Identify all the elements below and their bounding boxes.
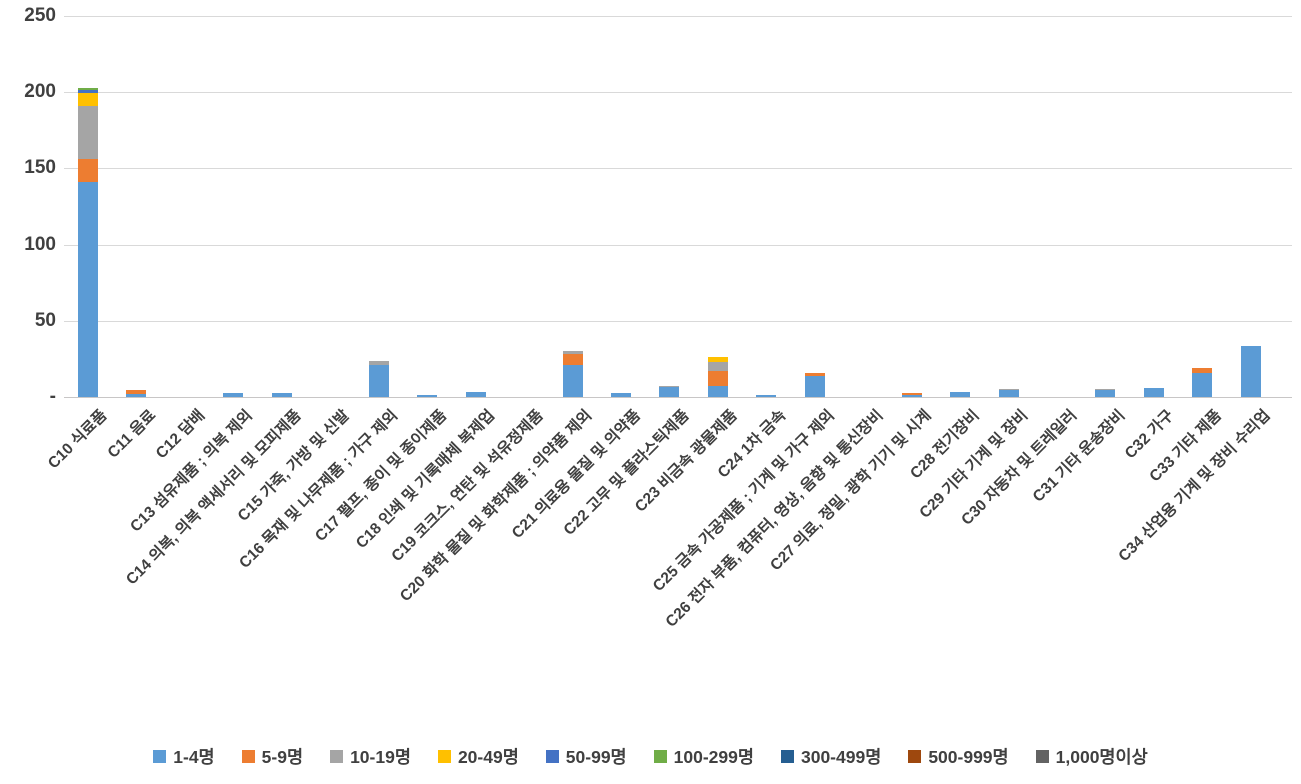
bar-segment-1-4명[interactable] <box>1240 345 1261 397</box>
gridline <box>64 245 1292 246</box>
bar-segment-1-4명[interactable] <box>804 375 825 397</box>
bar-segment-5-9명[interactable] <box>707 371 728 387</box>
legend-item[interactable]: 100-299명 <box>653 744 754 769</box>
bar-segment-10-19명[interactable] <box>998 388 1019 391</box>
bar-segment-10-19명[interactable] <box>659 385 680 388</box>
bar-segment-1-4명[interactable] <box>659 387 680 397</box>
y-axis-tick-label: - <box>49 386 56 407</box>
legend-swatch-icon <box>653 750 667 763</box>
bar-segment-1-4명[interactable] <box>1095 390 1116 397</box>
legend-swatch-icon <box>153 750 167 763</box>
bar-segment-5-9명[interactable] <box>562 353 583 365</box>
gridline <box>64 321 1292 322</box>
bar-segment-1-4명[interactable] <box>707 386 728 397</box>
legend-item[interactable]: 1,000명이상 <box>1035 744 1148 769</box>
legend-label: 5-9명 <box>261 747 304 767</box>
bar-segment-20-49명[interactable] <box>78 92 98 106</box>
legend-swatch-icon <box>1035 750 1049 763</box>
legend-label: 300-499명 <box>800 747 882 767</box>
legend-label: 1,000명이상 <box>1055 747 1148 767</box>
bar-segment-1-4명[interactable] <box>78 182 98 397</box>
bar-segment-10-19명[interactable] <box>368 361 389 365</box>
legend-label: 100-299명 <box>673 747 754 767</box>
legend-swatch-icon <box>780 750 794 763</box>
x-axis-category-label: C10 식료품 <box>45 406 111 473</box>
bar-segment-5-9명[interactable] <box>1192 368 1213 373</box>
bar-segment-5-9명[interactable] <box>901 393 922 396</box>
bar-segment-1-4명[interactable] <box>950 392 971 397</box>
bar-segment-1-4명[interactable] <box>562 364 583 397</box>
legend-swatch-icon <box>437 750 451 763</box>
legend-swatch-icon <box>908 750 922 763</box>
bar-segment-1-4명[interactable] <box>223 393 244 397</box>
x-axis-line <box>64 397 1292 398</box>
gridline <box>64 92 1292 93</box>
legend-label: 1-4명 <box>173 747 215 767</box>
bar-segment-5-9명[interactable] <box>78 159 98 183</box>
bar-segment-1-4명[interactable] <box>271 393 292 397</box>
bar-segment-1-4명[interactable] <box>998 390 1019 397</box>
bar-segment-1-4명[interactable] <box>368 364 389 397</box>
bar-segment-10-19명[interactable] <box>562 351 583 354</box>
legend-item[interactable]: 10-19명 <box>330 744 411 769</box>
bar-segment-1-4명[interactable] <box>417 395 438 397</box>
legend-swatch-icon <box>330 750 344 763</box>
legend-label: 50-99명 <box>565 747 627 767</box>
bar-segment-50-99명[interactable] <box>78 89 98 93</box>
legend-swatch-icon <box>241 750 255 763</box>
legend-label: 20-49명 <box>457 747 519 767</box>
bar-segment-20-49명[interactable] <box>707 357 728 362</box>
bar-segment-1-4명[interactable] <box>1192 372 1213 397</box>
bar-segment-100-299명[interactable] <box>78 88 98 90</box>
y-axis-tick-label: 250 <box>24 5 56 26</box>
bar-segment-1-4명[interactable] <box>1143 387 1164 397</box>
legend-label: 10-19명 <box>350 747 411 767</box>
legend-item[interactable]: 300-499명 <box>780 744 882 769</box>
bar-segment-5-9명[interactable] <box>804 372 825 376</box>
bar-segment-10-19명[interactable] <box>707 361 728 372</box>
bar-segment-1-4명[interactable] <box>610 393 631 397</box>
legend-item[interactable]: 5-9명 <box>241 744 304 769</box>
legend-item[interactable]: 500-999명 <box>908 744 1009 769</box>
legend-swatch-icon <box>545 750 559 763</box>
bar-segment-10-19명[interactable] <box>1095 388 1116 391</box>
legend-item[interactable]: 20-49명 <box>437 744 519 769</box>
legend-item[interactable]: 50-99명 <box>545 744 627 769</box>
bar-segment-1-4명[interactable] <box>465 392 486 397</box>
legend-item[interactable]: 1-4명 <box>153 744 215 769</box>
gridline <box>64 16 1292 17</box>
chart-legend: 1-4명 5-9명 10-19명 20-49명 50-99명 100-299명 300-49… <box>0 744 1301 769</box>
y-axis-tick-label: 50 <box>34 309 56 331</box>
bar-segment-10-19명[interactable] <box>78 105 98 160</box>
x-axis-category-label: C11 음료 <box>104 406 160 462</box>
y-axis-tick-label: 100 <box>24 233 56 255</box>
legend-label: 500-999명 <box>928 747 1009 767</box>
bar-segment-1-4명[interactable] <box>756 394 777 397</box>
y-axis-tick-label: 200 <box>24 81 56 103</box>
bar-segment-1-4명[interactable] <box>901 395 922 397</box>
y-axis-tick-label: 150 <box>24 157 56 179</box>
bar-segment-5-9명[interactable] <box>126 390 147 394</box>
gridline <box>64 168 1292 169</box>
bar-segment-1-4명[interactable] <box>126 393 147 397</box>
